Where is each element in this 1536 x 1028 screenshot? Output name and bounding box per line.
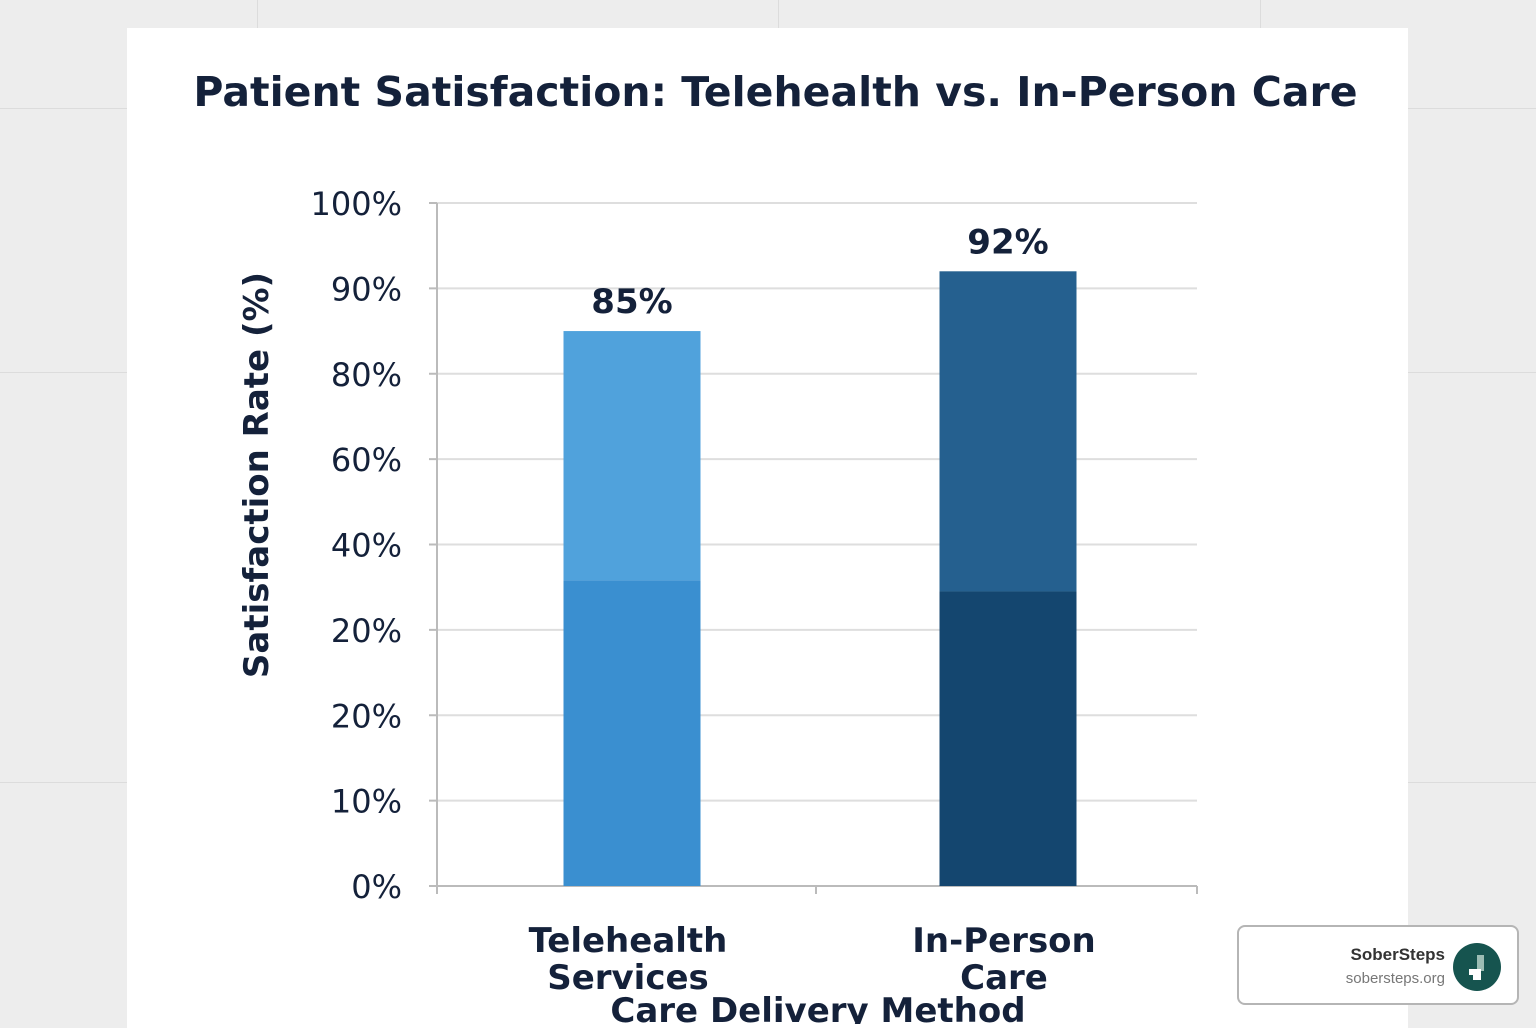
x-tick-label: In-Person <box>912 921 1096 961</box>
y-tick-label: 60% <box>331 441 402 479</box>
data-label: 92% <box>967 222 1048 262</box>
bar-lower-0 <box>563 580 701 886</box>
y-tick-label: 20% <box>331 697 402 735</box>
y-tick-label: 80% <box>331 356 402 394</box>
y-tick-label: 90% <box>331 270 402 308</box>
x-axis-label: Care Delivery Method <box>610 991 1025 1024</box>
bar-upper-0 <box>563 331 701 581</box>
x-tick-label: Telehealth <box>529 921 728 961</box>
y-tick-label: 100% <box>311 185 402 223</box>
chart-card <box>127 28 1408 1028</box>
bar-upper-1 <box>939 271 1077 592</box>
sobersteps-logo-icon <box>1453 943 1501 991</box>
chart-title: Patient Satisfaction: Telehealth vs. In-… <box>193 68 1358 116</box>
y-axis-label: Satisfaction Rate (%) <box>237 272 277 678</box>
y-tick-label: 10% <box>331 783 402 821</box>
x-tick-label: Services <box>547 958 709 998</box>
badge-name: SoberSteps <box>1350 945 1445 964</box>
y-tick-label: 20% <box>331 612 402 650</box>
sobersteps-badge[interactable]: SoberSteps sobersteps.org <box>1237 925 1519 1005</box>
x-tick-label: Care <box>960 958 1048 998</box>
badge-url: sobersteps.org <box>1345 970 1445 987</box>
y-tick-label: 0% <box>351 868 402 906</box>
y-tick-label: 40% <box>331 527 402 565</box>
data-label: 85% <box>591 282 672 322</box>
bar-lower-1 <box>939 591 1077 886</box>
